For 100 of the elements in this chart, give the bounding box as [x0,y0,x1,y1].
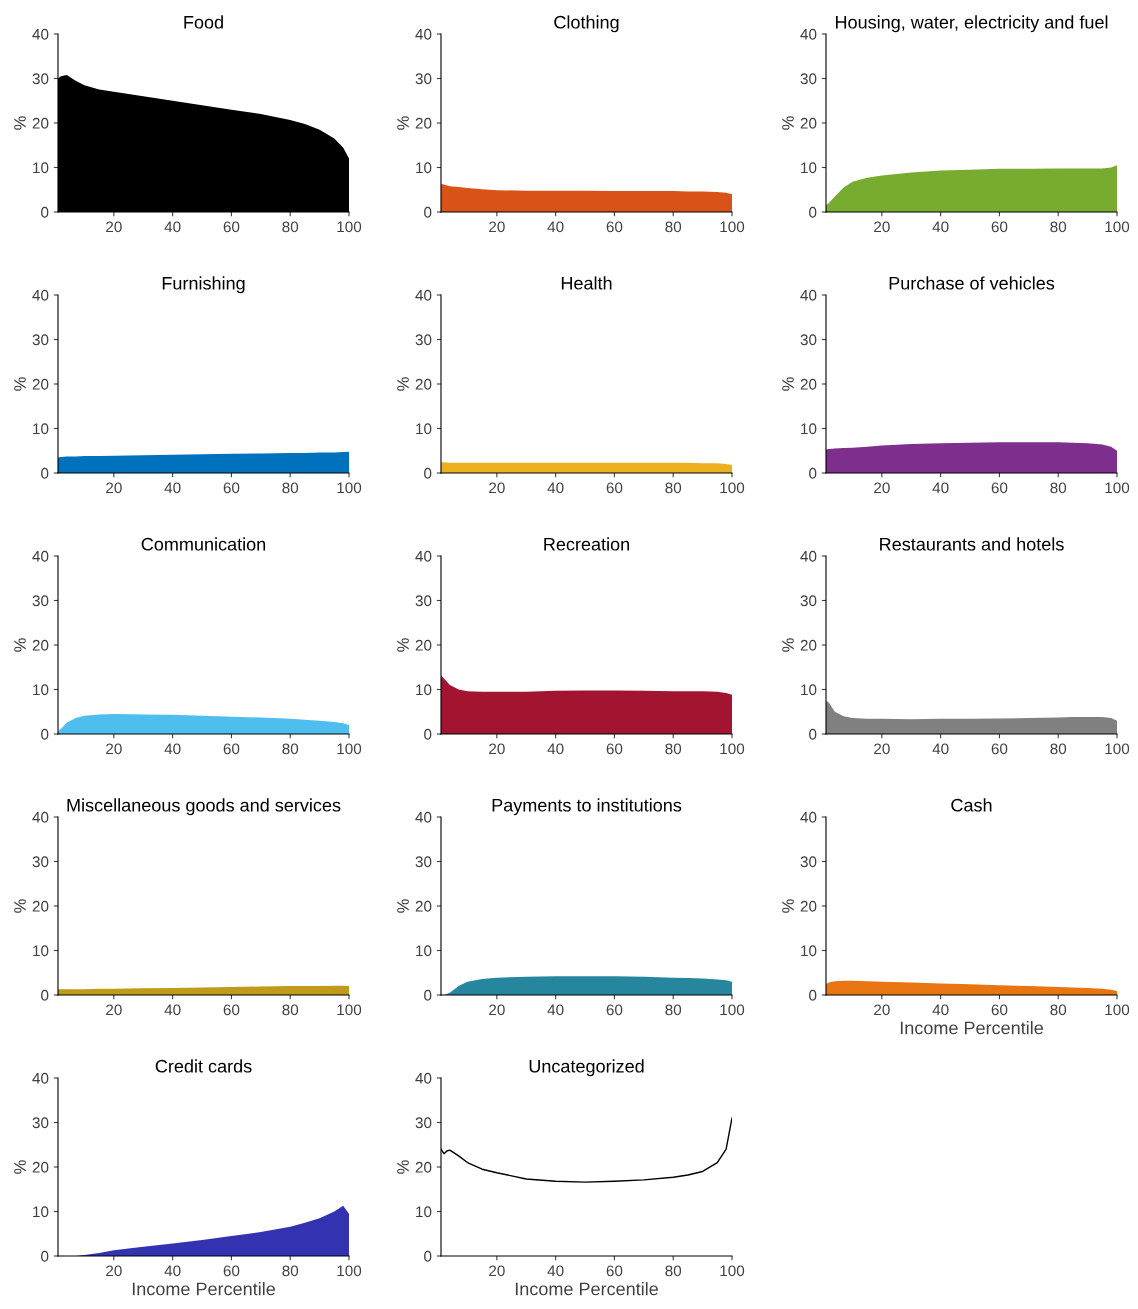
y-tick-label: 40 [32,28,49,40]
y-tick-label: 30 [32,1117,49,1129]
y-tick-label: 0 [41,1250,49,1262]
x-tick-label: 80 [665,1004,682,1016]
x-tick-label: 100 [720,482,745,494]
y-tick-label: 10 [33,423,49,435]
x-tick-label: 20 [106,482,122,494]
x-tick-label: 80 [282,1004,299,1016]
y-tick-label: 20 [415,1161,432,1173]
y-axis-title: % [782,377,794,391]
x-tick-label: 40 [932,482,949,494]
chart-title: Purchase of vehicles [889,276,1055,290]
y-tick-label: 30 [415,856,432,868]
chart-title: Uncategorized [529,1059,644,1077]
y-tick-label: 0 [41,206,49,218]
chart-title: Recreation [544,537,629,551]
x-tick-label: 20 [489,743,505,755]
x-tick-label: 80 [665,743,682,755]
y-tick-label: 0 [809,989,817,1001]
x-tick-label: 40 [547,221,564,233]
x-tick-label: 60 [223,482,240,494]
x-tick-label: 60 [223,743,240,755]
chart-title: Food [184,15,223,29]
y-tick-label: 0 [41,467,49,479]
y-tick-label: 40 [415,28,432,40]
y-tick-label: 20 [415,900,432,912]
y-tick-label: 40 [800,550,817,562]
x-tick-label: 20 [874,221,890,233]
x-tick-label: 20 [874,743,890,755]
chart-title: Miscellaneous goods and services [67,798,341,816]
x-tick-label: 40 [164,482,181,494]
y-axis-title: % [397,638,409,652]
y-tick-label: 0 [41,728,49,740]
y-tick-label: 10 [801,684,817,696]
x-tick-label: 40 [164,1004,181,1016]
y-axis-title: % [14,116,26,130]
y-tick-label: 20 [32,900,49,912]
x-tick-label: 100 [337,743,362,755]
x-tick-label: 60 [606,743,623,755]
y-axis-title: % [782,899,794,913]
x-tick-label: 80 [282,482,299,494]
x-tick-label: 80 [282,221,299,233]
y-tick-label: 30 [415,1117,432,1129]
y-tick-label: 20 [32,117,49,129]
y-tick-label: 40 [800,28,817,40]
y-tick-label: 0 [809,728,817,740]
y-axis-title: % [14,638,26,652]
y-tick-label: 40 [415,289,432,301]
y-tick-label: 40 [32,811,49,823]
y-tick-label: 10 [33,684,49,696]
x-tick-label: 100 [720,1265,745,1277]
x-tick-label: 100 [720,221,745,233]
x-tick-label: 60 [991,1004,1008,1016]
y-axis-title: % [14,1160,26,1174]
x-tick-label: 80 [665,221,682,233]
x-axis-title: Income Percentile [900,1021,1043,1035]
y-tick-label: 0 [809,467,817,479]
y-axis-title: % [782,638,794,652]
y-tick-label: 20 [800,117,817,129]
y-tick-label: 0 [41,989,49,1001]
x-tick-label: 20 [106,1265,122,1277]
y-axis-title: % [397,377,409,391]
y-tick-label: 10 [416,423,432,435]
x-tick-label: 40 [164,221,181,233]
x-tick-label: 20 [489,1004,505,1016]
chart-title: Payments to institutions [492,798,682,816]
y-tick-label: 30 [32,595,49,607]
chart-title: Communication [141,537,266,551]
y-tick-label: 0 [424,467,432,479]
x-tick-label: 40 [932,743,949,755]
y-tick-label: 0 [424,728,432,740]
x-tick-label: 80 [1050,221,1067,233]
x-tick-label: 100 [720,1004,745,1016]
y-tick-label: 30 [800,856,817,868]
x-tick-label: 80 [1050,482,1067,494]
y-tick-label: 40 [800,811,817,823]
y-tick-label: 0 [424,989,432,1001]
x-tick-label: 100 [1105,743,1130,755]
x-axis-title: Income Percentile [515,1282,658,1296]
y-tick-label: 10 [416,1206,432,1218]
y-tick-label: 30 [415,595,432,607]
y-tick-label: 40 [32,1072,49,1084]
y-tick-label: 30 [32,334,49,346]
x-tick-label: 100 [1105,221,1130,233]
y-tick-label: 40 [415,550,432,562]
x-tick-label: 40 [547,743,564,755]
x-tick-label: 40 [547,1004,564,1016]
y-tick-label: 30 [800,73,817,85]
x-tick-label: 40 [932,1004,949,1016]
y-tick-label: 10 [33,162,49,174]
y-tick-label: 30 [32,856,49,868]
y-tick-label: 40 [415,1072,432,1084]
y-axis-title: % [14,377,26,391]
x-tick-label: 20 [106,1004,122,1016]
x-tick-label: 60 [606,221,623,233]
y-tick-label: 10 [801,162,817,174]
x-tick-label: 60 [991,221,1008,233]
x-tick-label: 80 [282,1265,299,1277]
x-tick-label: 60 [991,743,1008,755]
y-tick-label: 20 [32,1161,49,1173]
